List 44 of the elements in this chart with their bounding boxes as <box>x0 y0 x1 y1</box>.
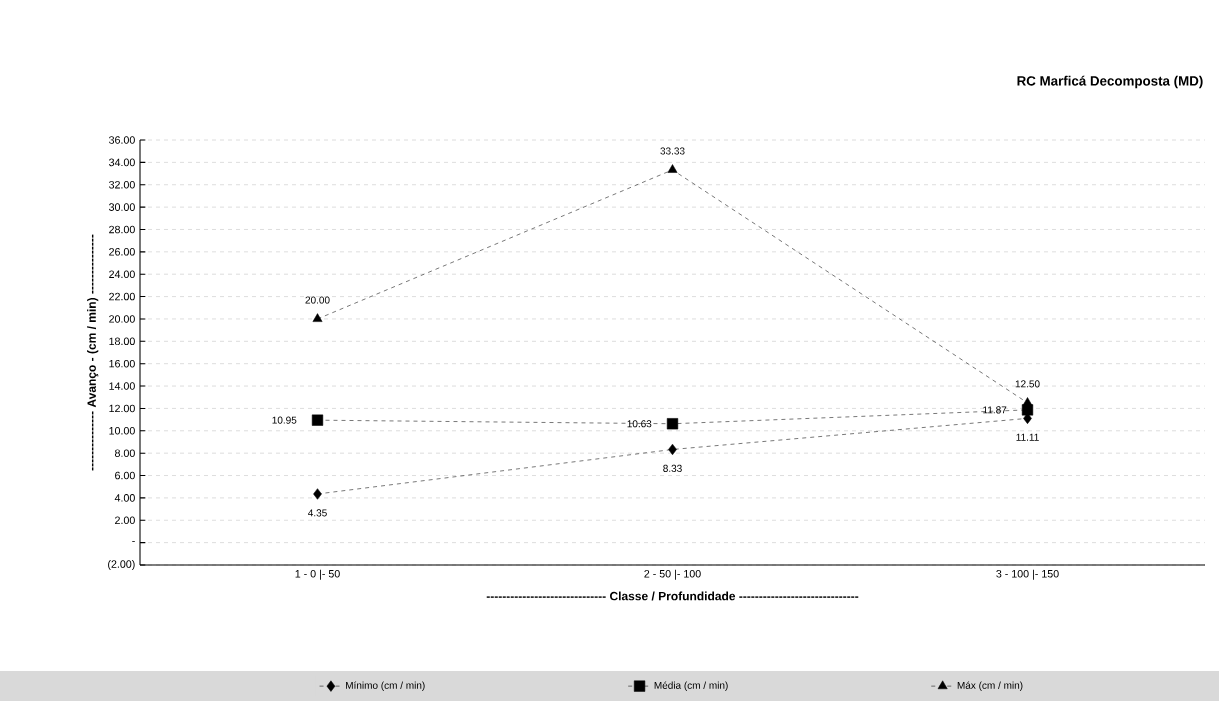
point <box>312 313 323 322</box>
data-label: 10.63 <box>627 420 652 428</box>
y-tick-label: 16.00 <box>109 359 135 368</box>
y-tick-label: - <box>132 541 135 542</box>
point <box>311 414 324 426</box>
y-tick-label: 14.00 <box>109 382 135 390</box>
y-tick-label: 28.00 <box>109 225 135 234</box>
x-axis-title: ------------------------------ Classe / Profundidade ------------------------------ <box>486 591 859 601</box>
point <box>666 418 679 430</box>
chart-title: RC Marficá Decomposta (MD) <box>1017 75 1203 89</box>
point <box>1022 397 1033 406</box>
point <box>667 164 678 173</box>
legend-label: Máx (cm / min) <box>957 681 1023 691</box>
y-tick-label: (2.00) <box>108 560 135 570</box>
y-axis-title: --------------- Avanço - (cm / min) --------------- <box>87 234 99 471</box>
y-tick-label: 18.00 <box>109 337 135 346</box>
data-label: 33.33 <box>660 147 685 155</box>
y-tick-label: 12.00 <box>109 404 135 413</box>
y-tick-label: 20.00 <box>109 315 135 323</box>
y-tick-label: 10.00 <box>109 427 135 435</box>
y-tick-label: 22.00 <box>109 292 135 301</box>
y-tick-label: 30.00 <box>109 203 135 211</box>
data-label: 10.95 <box>272 416 297 424</box>
data-label: 20.00 <box>305 296 330 304</box>
data-label: 12.50 <box>1015 380 1040 388</box>
y-tick-label: 36.00 <box>109 136 135 144</box>
y-tick-label: 2.00 <box>115 516 135 525</box>
y-tick-label: 6.00 <box>115 471 135 480</box>
x-tick-label: 1 - 0 |- 50 <box>295 569 340 580</box>
data-label: 11.11 <box>1016 433 1039 441</box>
x-tick-label: 2 - 50 |- 100 <box>644 569 701 580</box>
data-label: 8.33 <box>663 464 682 472</box>
legend-label: Média (cm / min) <box>654 681 728 691</box>
y-tick-label: 26.00 <box>109 248 135 256</box>
y-tick-label: 8.00 <box>115 449 135 457</box>
y-tick-label: 24.00 <box>109 270 135 278</box>
legend-label: Mínimo (cm / min) <box>346 681 425 691</box>
y-tick-label: 4.00 <box>114 494 135 502</box>
y-tick-label: 34.00 <box>109 158 135 167</box>
point <box>313 488 322 500</box>
data-label: 11.87 <box>983 406 1007 414</box>
data-label: 4.35 <box>308 509 327 517</box>
y-tick-label: 32.00 <box>109 180 135 189</box>
x-tick-label: 3 - 100 |- 150 <box>996 569 1059 580</box>
